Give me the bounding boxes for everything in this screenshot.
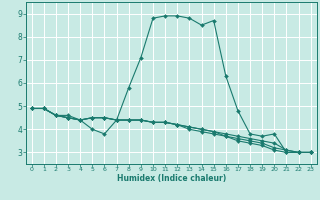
X-axis label: Humidex (Indice chaleur): Humidex (Indice chaleur) <box>116 174 226 183</box>
